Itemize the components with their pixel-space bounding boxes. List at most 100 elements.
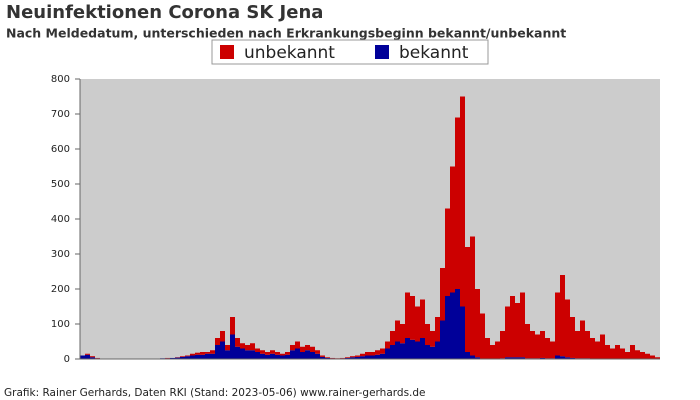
- bar-segment: [570, 317, 575, 358]
- bar-segment: [505, 357, 510, 359]
- bar-segment: [445, 208, 450, 296]
- bar-segment: [235, 338, 240, 347]
- bar-segment: [360, 356, 365, 359]
- bar-segment: [470, 355, 475, 359]
- bar-segment: [385, 341, 390, 349]
- bar-segment: [205, 353, 210, 359]
- bar-segment: [365, 352, 370, 356]
- bar-segment: [505, 306, 510, 358]
- bar-segment: [175, 357, 180, 359]
- bar-segment: [395, 320, 400, 342]
- bar-segment: [210, 350, 215, 354]
- bar-segment: [300, 346, 305, 352]
- bar-segment: [400, 343, 405, 359]
- bar-segment: [85, 354, 90, 359]
- bar-segment: [420, 338, 425, 359]
- bar-segment: [620, 348, 625, 359]
- bar-segment: [245, 350, 250, 359]
- bar-segment: [320, 356, 325, 359]
- bar-segment: [285, 352, 290, 355]
- bar-segment: [545, 338, 550, 359]
- bar-segment: [590, 338, 595, 359]
- bar-segment: [525, 324, 530, 359]
- bar-segment: [510, 296, 515, 358]
- bar-segment: [360, 353, 365, 357]
- bar-segment: [325, 357, 330, 358]
- y-tick-label: 100: [51, 319, 70, 330]
- bar-segment: [565, 357, 570, 359]
- bar-segment: [315, 350, 320, 354]
- chart-subtitle: Nach Meldedatum, unterschieden nach Erkr…: [6, 26, 566, 41]
- bar-segment: [520, 292, 525, 358]
- bar-segment: [465, 352, 470, 359]
- bar-segment: [530, 331, 535, 359]
- bar-segment: [265, 352, 270, 355]
- legend-label: bekannt: [399, 43, 469, 63]
- bar-segment: [500, 331, 505, 359]
- bar-segment: [515, 303, 520, 358]
- bar-segment: [415, 306, 420, 342]
- bar-segment: [490, 345, 495, 359]
- bar-segment: [80, 355, 85, 359]
- bar-segment: [585, 331, 590, 359]
- bar-segment: [655, 357, 660, 359]
- bar-segment: [540, 357, 545, 359]
- bar-segment: [170, 357, 175, 359]
- bar-segment: [215, 338, 220, 345]
- bar-segment: [275, 352, 280, 355]
- bar-segment: [640, 352, 645, 359]
- bar-segment: [190, 355, 195, 359]
- y-tick-label: 200: [51, 284, 70, 295]
- bar-segment: [355, 356, 360, 359]
- bar-segment: [225, 345, 230, 351]
- bar-segment: [345, 357, 350, 358]
- bar-segment: [460, 96, 465, 307]
- bar-segment: [435, 317, 440, 342]
- bar-segment: [200, 352, 205, 355]
- bar-segment: [610, 348, 615, 359]
- bar-segment: [225, 350, 230, 359]
- bar-segment: [430, 346, 435, 359]
- bar-segment: [280, 353, 285, 356]
- bar-segment: [260, 353, 265, 359]
- bar-segment: [400, 324, 405, 344]
- bar-segment: [410, 296, 415, 340]
- bar-segment: [555, 355, 560, 359]
- bar-segment: [470, 236, 475, 356]
- bar-segment: [510, 357, 515, 359]
- bar-segment: [305, 345, 310, 351]
- bar-segment: [405, 292, 410, 338]
- bar-segment: [375, 350, 380, 355]
- bar-segment: [450, 292, 455, 359]
- bar-segment: [560, 275, 565, 357]
- bar-segment: [575, 331, 580, 359]
- bar-segment: [565, 299, 570, 358]
- bar-segment: [455, 117, 460, 289]
- bar-segment: [580, 320, 585, 359]
- bar-segment: [255, 352, 260, 359]
- bar-segment: [440, 268, 445, 321]
- bar-segment: [410, 339, 415, 359]
- bar-segment: [555, 292, 560, 356]
- bar-segment: [405, 338, 410, 359]
- bar-segment: [185, 355, 190, 357]
- bar-segment: [425, 324, 430, 345]
- bar-segment: [645, 353, 650, 359]
- bar-segment: [370, 352, 375, 356]
- bar-segment: [205, 352, 210, 354]
- bar-segment: [255, 348, 260, 352]
- bar-segment: [310, 352, 315, 359]
- bar-segment: [345, 357, 350, 359]
- bar-segment: [420, 299, 425, 338]
- bar-segment: [615, 345, 620, 359]
- bar-segment: [295, 341, 300, 349]
- bar-segment: [350, 356, 355, 358]
- bar-segment: [245, 345, 250, 351]
- bar-segment: [290, 345, 295, 351]
- legend-label: unbekannt: [244, 43, 335, 63]
- bar-segment: [240, 343, 245, 349]
- bar-segment: [445, 296, 450, 359]
- bar-segment: [380, 353, 385, 359]
- y-tick-label: 400: [51, 214, 70, 225]
